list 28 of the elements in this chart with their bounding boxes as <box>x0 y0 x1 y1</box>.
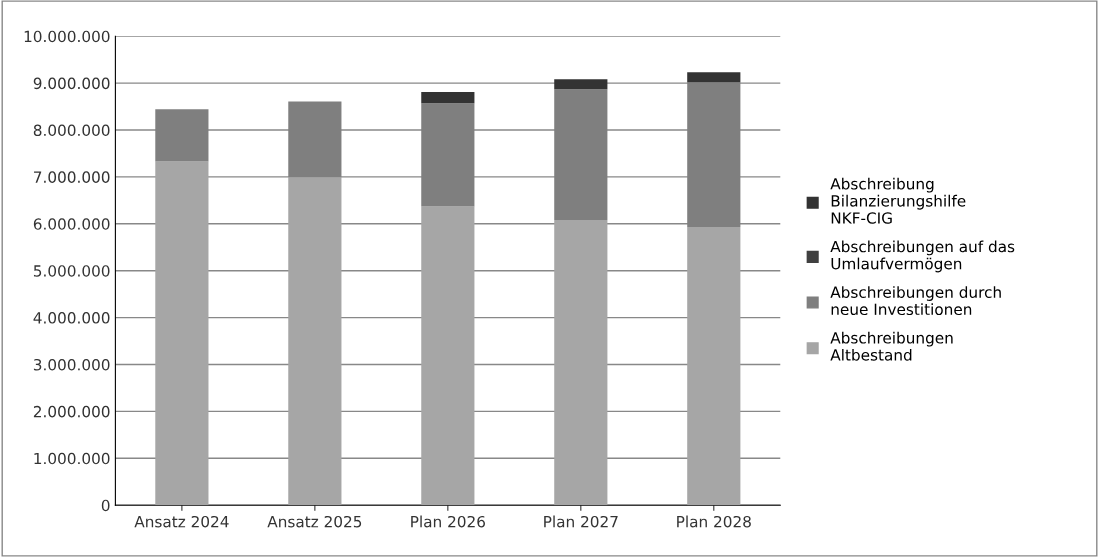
y-tick-label: 3.000.000 <box>33 358 110 371</box>
bar <box>687 227 741 506</box>
bar <box>421 92 475 104</box>
bar <box>155 161 209 506</box>
bar <box>554 79 608 90</box>
y-tick-label: 2.000.000 <box>33 405 110 418</box>
bar <box>288 177 342 506</box>
y-tick-label: 9.000.000 <box>33 77 110 90</box>
bar <box>554 220 608 506</box>
legend-label: Abschreibungen auf das Umlaufvermögen <box>830 240 1015 273</box>
y-tick-label: 4.000.000 <box>33 312 110 324</box>
x-tick-label: Plan 2027 <box>544 515 618 528</box>
bar <box>421 206 475 506</box>
x-tick-label: Plan 2028 <box>677 515 751 528</box>
x-tick-label: Ansatz 2025 <box>267 515 362 528</box>
y-tick-label: 7.000.000 <box>34 171 110 183</box>
legend-label: Abschreibung Bilanzierungshilfe NKF-CIG <box>830 177 966 224</box>
y-tick-label: 0 <box>101 499 110 512</box>
y-tick-label: 1.000.000 <box>34 452 110 465</box>
y-tick-label: 5.000.000 <box>33 265 110 277</box>
x-tick-label: Ansatz 2024 <box>134 515 229 528</box>
y-tick-label: 8.000.000 <box>33 124 110 137</box>
y-tick-label: 10.000.000 <box>24 30 110 43</box>
y-tick-label: 6.000.000 <box>33 218 110 230</box>
x-tick-label: Plan 2026 <box>411 515 485 528</box>
bar <box>687 72 741 83</box>
legend-label: Abschreibungen durch neue Investitionen <box>830 286 1001 316</box>
legend-label: Abschreibungen Altbestand <box>830 331 953 361</box>
